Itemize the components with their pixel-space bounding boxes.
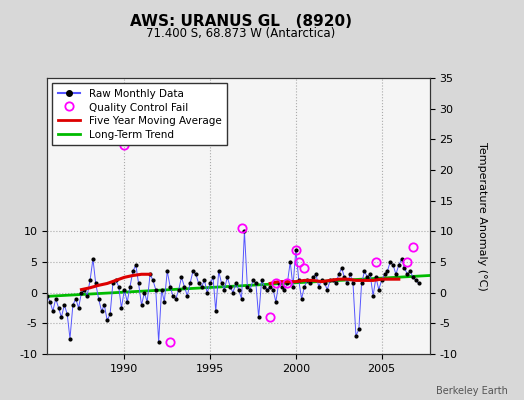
Text: AWS: URANUS GL   (8920): AWS: URANUS GL (8920) — [130, 14, 352, 29]
Legend: Raw Monthly Data, Quality Control Fail, Five Year Moving Average, Long-Term Tren: Raw Monthly Data, Quality Control Fail, … — [52, 83, 227, 146]
Y-axis label: Temperature Anomaly (°C): Temperature Anomaly (°C) — [477, 142, 487, 290]
Text: Berkeley Earth: Berkeley Earth — [436, 386, 508, 396]
Text: 71.400 S, 68.873 W (Antarctica): 71.400 S, 68.873 W (Antarctica) — [146, 27, 336, 40]
